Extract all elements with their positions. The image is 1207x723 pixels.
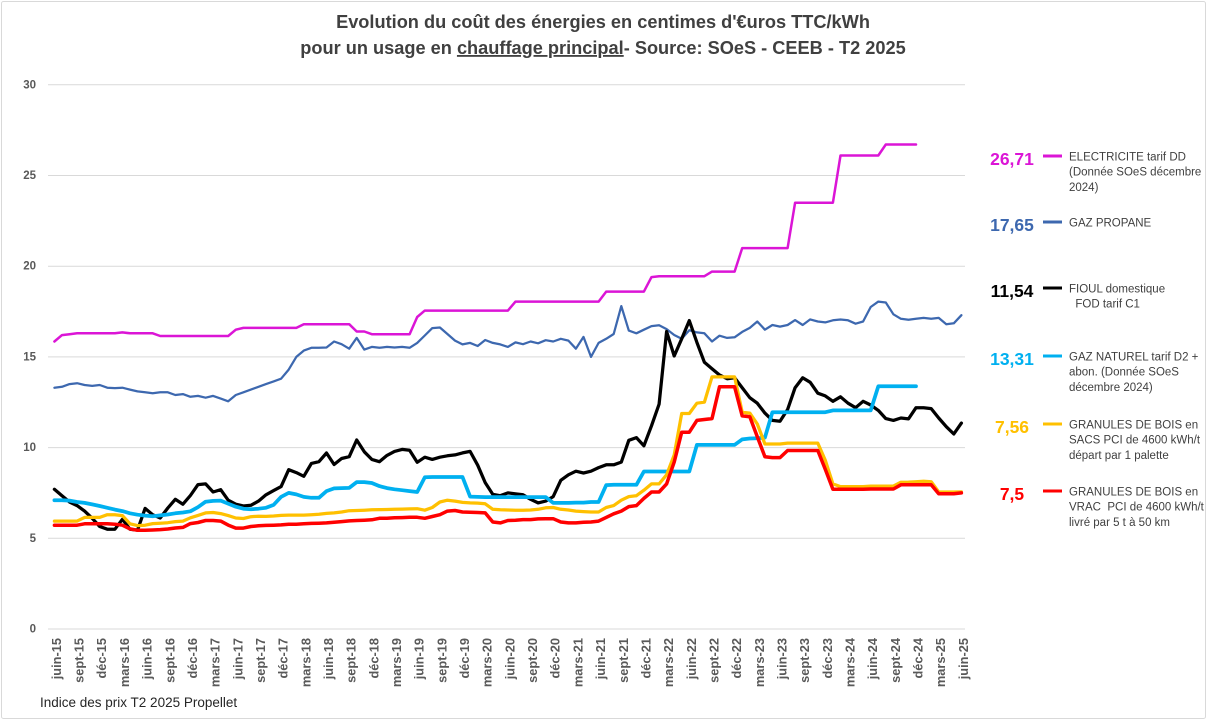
svg-text:(Donnée SOeS décembre: (Donnée SOeS décembre bbox=[1069, 167, 1201, 179]
svg-text:juin-17: juin-17 bbox=[230, 638, 245, 680]
svg-text:Evolution du coût des énergies: Evolution du coût des énergies en centim… bbox=[336, 12, 870, 32]
svg-text:déc-17: déc-17 bbox=[276, 638, 291, 679]
svg-text:juin-22: juin-22 bbox=[684, 638, 699, 680]
svg-text:2024): 2024) bbox=[1069, 182, 1099, 194]
svg-text:déc-21: déc-21 bbox=[638, 638, 653, 679]
svg-text:sept-19: sept-19 bbox=[434, 638, 449, 683]
svg-text:sept-17: sept-17 bbox=[253, 638, 268, 683]
svg-text:juin-16: juin-16 bbox=[140, 638, 155, 680]
svg-text:GRANULES DE BOIS en: GRANULES DE BOIS en bbox=[1069, 420, 1198, 432]
svg-text:mars-23: mars-23 bbox=[752, 638, 767, 687]
svg-text:déc-18: déc-18 bbox=[366, 638, 381, 679]
svg-text:7,5: 7,5 bbox=[1000, 484, 1025, 504]
svg-text:sept-20: sept-20 bbox=[525, 638, 540, 683]
svg-text:mars-24: mars-24 bbox=[843, 637, 858, 687]
svg-text:FOD tarif C1: FOD tarif C1 bbox=[1069, 299, 1140, 311]
svg-text:0: 0 bbox=[30, 624, 36, 636]
svg-text:pour un usage en chauffage pri: pour un usage en chauffage principal- So… bbox=[300, 38, 905, 58]
svg-text:GAZ PROPANE: GAZ PROPANE bbox=[1069, 218, 1152, 230]
svg-text:mars-17: mars-17 bbox=[208, 638, 223, 687]
svg-text:décembre 2024): décembre 2024) bbox=[1069, 382, 1153, 394]
svg-text:juin-21: juin-21 bbox=[593, 638, 608, 680]
svg-text:sept-18: sept-18 bbox=[344, 638, 359, 683]
svg-text:déc-23: déc-23 bbox=[820, 638, 835, 679]
svg-text:déc-24: déc-24 bbox=[911, 637, 926, 678]
svg-text:17,65: 17,65 bbox=[990, 215, 1034, 235]
svg-text:déc-22: déc-22 bbox=[729, 638, 744, 679]
svg-text:sept-24: sept-24 bbox=[888, 637, 903, 683]
svg-text:sept-23: sept-23 bbox=[797, 638, 812, 683]
svg-text:juin-15: juin-15 bbox=[49, 638, 64, 680]
svg-text:mars-21: mars-21 bbox=[570, 638, 585, 687]
svg-text:13,31: 13,31 bbox=[990, 349, 1034, 369]
svg-text:VRAC PCI de 4600 kWh/t: VRAC PCI de 4600 kWh/t bbox=[1069, 502, 1205, 514]
svg-text:SACS PCI de 4600 kWh/t: SACS PCI de 4600 kWh/t bbox=[1069, 435, 1201, 447]
svg-text:juin-25: juin-25 bbox=[956, 638, 971, 680]
svg-text:GRANULES DE BOIS en: GRANULES DE BOIS en bbox=[1069, 487, 1198, 499]
svg-text:5: 5 bbox=[30, 533, 37, 545]
svg-text:déc-19: déc-19 bbox=[457, 638, 472, 679]
svg-text:départ par 1 palette: départ par 1 palette bbox=[1069, 450, 1169, 462]
svg-text:juin-19: juin-19 bbox=[412, 638, 427, 680]
svg-text:15: 15 bbox=[23, 351, 36, 363]
svg-text:déc-16: déc-16 bbox=[185, 638, 200, 679]
svg-text:juin-18: juin-18 bbox=[321, 638, 336, 680]
svg-text:juin-24: juin-24 bbox=[865, 637, 880, 680]
svg-text:mars-20: mars-20 bbox=[480, 638, 495, 687]
svg-text:sept-21: sept-21 bbox=[616, 638, 631, 683]
svg-text:25: 25 bbox=[23, 170, 36, 182]
svg-text:juin-23: juin-23 bbox=[775, 638, 790, 680]
svg-text:mars-16: mars-16 bbox=[117, 638, 132, 687]
svg-text:sept-22: sept-22 bbox=[707, 638, 722, 683]
svg-text:mars-22: mars-22 bbox=[661, 638, 676, 687]
svg-text:FIOUL domestique: FIOUL domestique bbox=[1069, 284, 1165, 296]
svg-text:déc-15: déc-15 bbox=[94, 638, 109, 679]
svg-text:sept-15: sept-15 bbox=[72, 638, 87, 683]
svg-text:livré par 5 t à 50 km: livré par 5 t à 50 km bbox=[1069, 517, 1170, 529]
svg-text:GAZ NATUREL tarif D2 +: GAZ NATUREL tarif D2 + bbox=[1069, 352, 1199, 364]
svg-text:abon. (Donnée SOeS: abon. (Donnée SOeS bbox=[1069, 367, 1179, 379]
svg-text:Indice des prix T2 2025 Propel: Indice des prix T2 2025 Propellet bbox=[40, 695, 237, 710]
svg-text:26,71: 26,71 bbox=[990, 149, 1034, 169]
svg-text:juin-20: juin-20 bbox=[502, 638, 517, 680]
svg-text:mars-18: mars-18 bbox=[298, 638, 313, 687]
svg-text:sept-16: sept-16 bbox=[162, 638, 177, 683]
svg-text:ELECTRICITE tarif DD: ELECTRICITE tarif DD bbox=[1069, 152, 1186, 164]
svg-text:20: 20 bbox=[23, 261, 36, 273]
svg-text:30: 30 bbox=[23, 79, 36, 91]
svg-text:10: 10 bbox=[23, 442, 36, 454]
svg-text:mars-19: mars-19 bbox=[389, 638, 404, 687]
svg-text:mars-25: mars-25 bbox=[933, 638, 948, 687]
svg-text:11,54: 11,54 bbox=[991, 281, 1034, 301]
svg-text:7,56: 7,56 bbox=[995, 417, 1029, 437]
svg-text:déc-20: déc-20 bbox=[548, 638, 563, 679]
